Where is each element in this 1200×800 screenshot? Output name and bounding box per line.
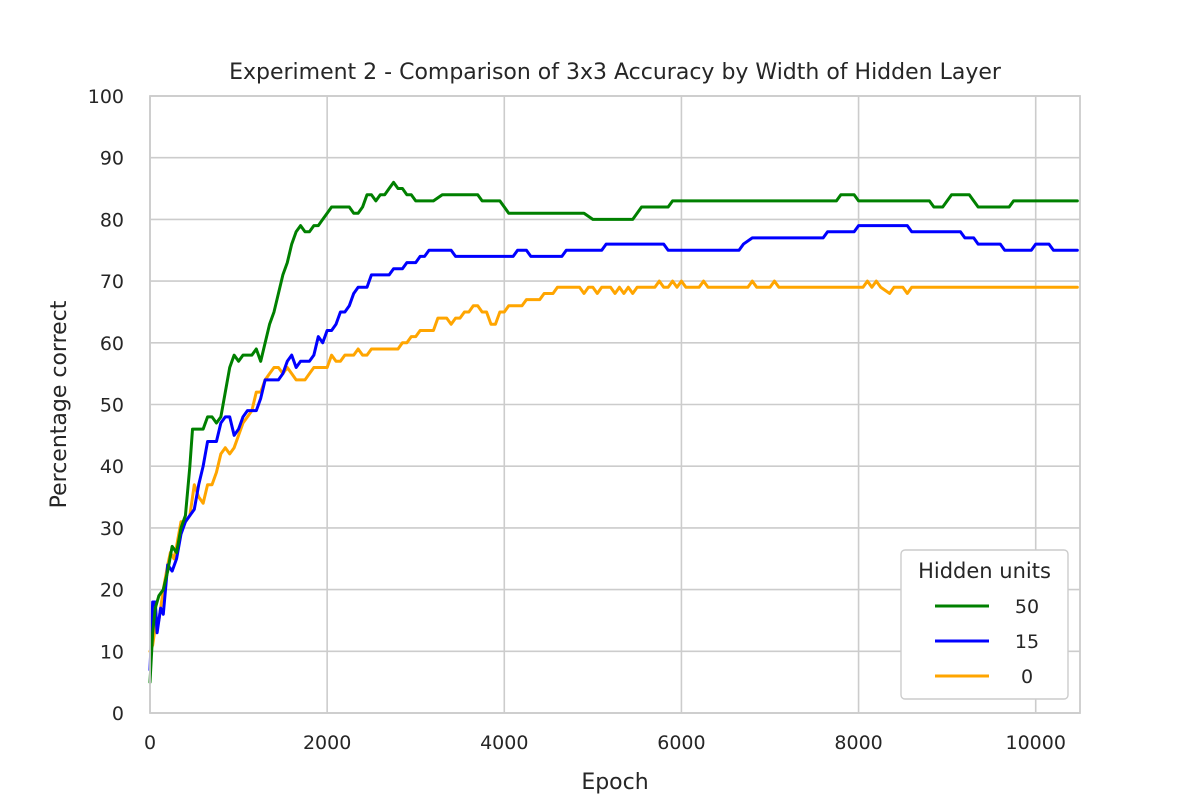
y-axis-title: Percentage correct	[47, 300, 72, 508]
x-tick-label: 2000	[303, 732, 351, 754]
y-tick-label: 80	[100, 209, 124, 231]
legend-box	[900, 549, 1069, 700]
x-tick-label: 4000	[480, 732, 528, 754]
chart-title: Experiment 2 - Comparison of 3x3 Accurac…	[229, 60, 1002, 85]
x-tick-label: 6000	[657, 732, 705, 754]
y-tick-label: 50	[100, 395, 124, 417]
series-line-15	[148, 224, 1079, 672]
legend: Hidden units 50 15 0	[900, 549, 1069, 700]
legend-label-0: 0	[1021, 666, 1033, 688]
y-tick-label: 100	[88, 86, 124, 108]
y-tick-label: 70	[100, 271, 124, 293]
y-tick-label: 90	[100, 148, 124, 170]
x-tick-labels: 0 2000 4000 6000 8000 10000	[144, 732, 1066, 754]
y-tick-label: 60	[100, 333, 124, 355]
x-tick-label: 0	[144, 732, 156, 754]
plot-frame	[149, 95, 1081, 714]
legend-label-50: 50	[1015, 596, 1039, 618]
x-tick-label: 8000	[834, 732, 882, 754]
y-tick-label: 30	[100, 518, 124, 540]
series-line-0	[148, 279, 1079, 653]
legend-label-15: 15	[1015, 631, 1039, 653]
y-tick-label: 40	[100, 456, 124, 478]
series-line-50	[148, 180, 1079, 684]
y-tick-label: 10	[100, 641, 124, 663]
x-tick-label: 10000	[1005, 732, 1065, 754]
y-tick-label: 0	[112, 703, 124, 725]
legend-title: Hidden units	[918, 559, 1051, 583]
y-tick-label: 20	[100, 580, 124, 602]
y-tick-labels: 0 10 20 30 40 50 60 70 80 90 100	[88, 86, 124, 725]
x-axis-title: Epoch	[581, 770, 648, 795]
legend-items: 50 15 0	[935, 596, 1039, 688]
series-lines	[148, 180, 1079, 684]
